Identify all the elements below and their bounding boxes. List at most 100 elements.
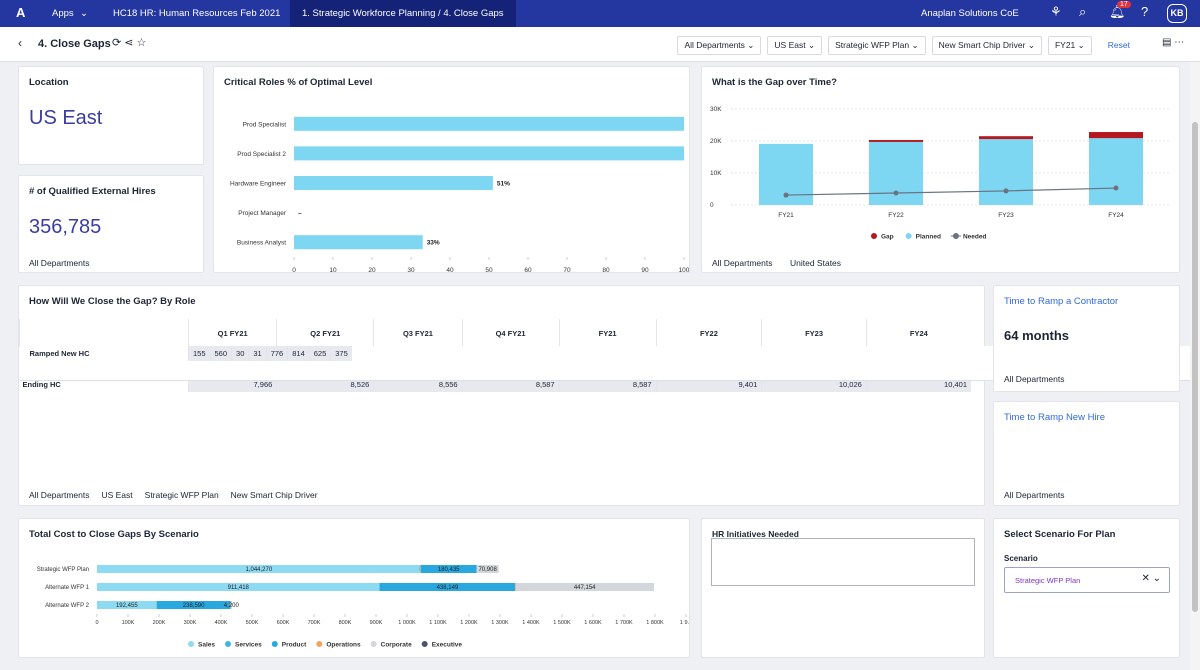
contractor-value: 64 months	[1004, 328, 1070, 343]
x-tick-label: 1 400K	[522, 620, 540, 626]
legend-swatch	[421, 641, 428, 647]
legend-label: Needed	[963, 234, 987, 241]
apps-menu[interactable]: Apps	[52, 8, 74, 19]
column-header: FY24	[865, 319, 971, 347]
bar-segment	[1089, 132, 1143, 139]
x-tick-label: 0	[292, 267, 296, 272]
icon-help[interactable]: ?	[1141, 4, 1149, 19]
scroll-thumb[interactable]	[1192, 122, 1198, 612]
card-title: Select Scenario For Plan	[1004, 529, 1116, 540]
bar-segment	[1089, 138, 1143, 205]
legend-swatch	[871, 233, 877, 239]
x-tick-label: 400K	[215, 620, 228, 626]
table-footer: All Departments US East Strategic WFP Plan…	[29, 490, 318, 500]
user-avatar[interactable]: KB	[1167, 4, 1187, 23]
table-cell: 30	[231, 346, 249, 361]
card-title: HR Initiatives Needed	[712, 529, 799, 539]
icon-apps[interactable]: ⚘	[1050, 4, 1062, 19]
page-path[interactable]: 1. Strategic Workforce Planning / 4. Clo…	[302, 8, 504, 19]
filter-dropdown[interactable]: New Smart Chip Driver	[931, 36, 1042, 55]
page-actions[interactable]: ⟳ ⋖ ☆	[112, 37, 147, 49]
bar-segment	[97, 565, 421, 573]
active-tab[interactable]	[290, 0, 516, 27]
legend-swatch	[225, 641, 231, 647]
x-tick-label: 100K	[122, 620, 135, 626]
bar-segment	[476, 565, 499, 573]
filters: All Departments US East Strategic WFP Plan…	[677, 36, 1140, 55]
line	[785, 187, 1117, 196]
value-label: 447,154	[574, 585, 596, 591]
legend-swatch	[370, 641, 377, 647]
icon-search[interactable]: ⌕	[1079, 4, 1087, 19]
x-tick-label: 10	[329, 267, 337, 272]
x-tick-label: 900K	[370, 620, 383, 626]
column-header: Q2 FY21	[276, 319, 374, 347]
row-label: Ending HC	[22, 380, 61, 389]
column-header: Q4 FY21	[461, 319, 560, 347]
x-tick-label: 1 700K	[615, 620, 633, 626]
notification-count: 17	[1117, 1, 1131, 8]
table-cell: 375	[330, 346, 352, 361]
card-link[interactable]: Time to Ramp New Hire	[1004, 412, 1106, 423]
bar	[294, 176, 493, 190]
top-nav: A Apps ⌄ HC18 HR: Human Resources Feb 20…	[0, 0, 1200, 27]
chart-title: Total Cost to Close Gaps By Scenario	[29, 529, 199, 540]
bar-segment	[979, 139, 1033, 205]
model-name[interactable]: HC18 HR: Human Resources Feb 2021	[113, 8, 281, 19]
card-title: # of Qualified External Hires	[29, 186, 156, 197]
x-tick-label: 20	[368, 267, 376, 272]
filter-dropdown[interactable]: All Departments	[677, 36, 762, 55]
legend-label: Executive	[432, 642, 463, 649]
corner-cell	[19, 319, 189, 347]
value-label: 70,908	[478, 567, 497, 573]
chart-footer: All Departments	[712, 258, 773, 268]
value-label: 438,149	[437, 585, 459, 591]
card-link[interactable]: Time to Ramp a Contractor	[1004, 296, 1119, 307]
value-label: 33%	[427, 240, 440, 247]
category-label: Business Analyst	[237, 240, 286, 247]
x-tick-label: FY22	[888, 212, 904, 219]
hires-value: 356,785	[29, 216, 102, 238]
column-header: Q3 FY21	[373, 319, 463, 347]
x-tick-label: 1 000K	[398, 620, 416, 626]
x-tick-label: FY23	[998, 212, 1014, 219]
card-footer: All Departments	[1004, 374, 1065, 384]
scenario-chart: 0 100K 200K 300K 400K 500K 600K 700K 800K 900K 1 0…	[37, 565, 689, 649]
page-header: ‹ 4. Close Gaps ⟳ ⋖ ☆ All Departments US …	[0, 27, 1200, 62]
reset-button[interactable]: Reset	[1107, 40, 1130, 50]
select-controls[interactable]: ✕ ⌄	[1141, 573, 1161, 584]
filter-dropdown[interactable]: Strategic WFP Plan	[828, 36, 926, 55]
location-value: US East	[29, 107, 103, 129]
x-tick-label: 0	[95, 620, 98, 626]
table-cell: 814	[287, 346, 310, 361]
scenario-select[interactable]: Strategic WFP Plan ✕ ⌄	[1004, 567, 1170, 593]
bar-segment	[515, 583, 654, 591]
x-tick-label: 700K	[308, 620, 321, 626]
bar-segment	[869, 141, 923, 205]
chart-footer: United States	[790, 258, 842, 268]
x-tick-label: 800K	[339, 620, 352, 626]
x-tick-label: 500K	[246, 620, 259, 626]
bar	[294, 146, 684, 161]
gap-card: What is the Gap over Time? 0 10K 20K 30K FY2…	[701, 66, 1180, 273]
more-icons[interactable]: ▤ ⋯	[1162, 37, 1185, 48]
x-tick-label: 30	[407, 267, 415, 272]
x-tick-label: 1 300K	[491, 620, 509, 626]
chart-title: Critical Roles % of Optimal Level	[224, 77, 373, 88]
value-label: 238,590	[183, 603, 205, 609]
line-point	[1113, 185, 1119, 191]
line-point	[893, 190, 899, 196]
filter-dropdown[interactable]: FY21	[1047, 36, 1092, 55]
workspace[interactable]: Anaplan Solutions CoE	[921, 8, 1019, 19]
location-card: Location US East	[18, 66, 204, 165]
filter-dropdown[interactable]: US East	[767, 36, 823, 55]
card-footer: All Departments	[1004, 490, 1065, 500]
card-title: Location	[29, 77, 69, 88]
scenario-cost-card: Total Cost to Close Gaps By Scenario 0 10…	[18, 518, 690, 658]
value-label: 911,418	[228, 585, 250, 591]
back-button[interactable]: ‹	[18, 36, 22, 50]
text-input[interactable]	[711, 538, 975, 586]
scrollbar[interactable]	[1190, 62, 1200, 670]
logo[interactable]: A	[16, 5, 26, 20]
column-header: FY23	[761, 319, 867, 347]
